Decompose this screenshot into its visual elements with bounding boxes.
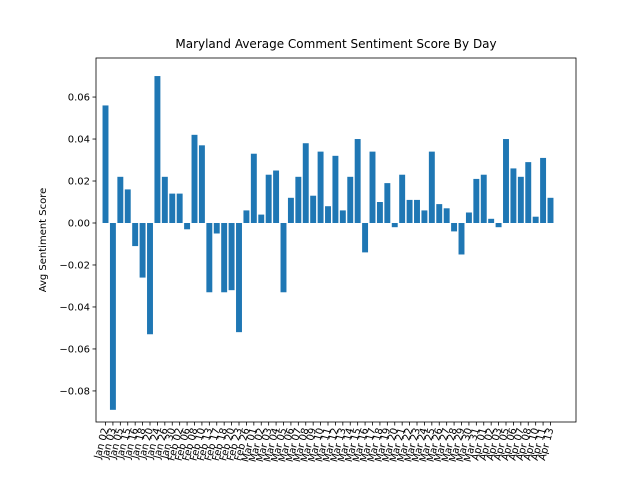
- bar: [503, 139, 509, 223]
- bar: [414, 199, 420, 223]
- y-tick-label: 0.04: [68, 135, 90, 146]
- bar: [280, 222, 287, 293]
- bar: [369, 151, 376, 223]
- bar: [532, 216, 539, 223]
- bar: [287, 197, 294, 223]
- bar: [228, 222, 235, 291]
- bar: [458, 222, 465, 255]
- bar: [399, 174, 406, 223]
- bar: [184, 222, 191, 230]
- bar: [273, 170, 280, 223]
- y-tick-label: −0.02: [59, 260, 90, 271]
- bar: [480, 174, 487, 223]
- bar: [354, 139, 361, 223]
- bar: [339, 210, 346, 223]
- bar: [236, 222, 242, 333]
- bar: [436, 204, 443, 223]
- bar: [198, 145, 205, 223]
- bar: [384, 183, 391, 223]
- bar: [510, 168, 517, 223]
- bar: [243, 210, 250, 223]
- bar: [391, 222, 398, 228]
- bar: [406, 199, 413, 223]
- y-tick-label: −0.08: [59, 386, 90, 397]
- bar: [221, 222, 228, 293]
- bar: [176, 193, 183, 223]
- bar: [302, 143, 309, 223]
- bar: [258, 214, 265, 223]
- bar: [347, 176, 354, 223]
- bar: [102, 105, 109, 223]
- bar: [191, 134, 198, 223]
- bar: [488, 218, 495, 223]
- y-axis-label: Avg Sentiment Score: [38, 188, 49, 293]
- chart-title: Maryland Average Comment Sentiment Score…: [175, 37, 496, 51]
- y-tick-label: −0.06: [59, 344, 90, 355]
- bar: [473, 178, 480, 223]
- bar: [169, 193, 176, 223]
- bar: [265, 174, 272, 223]
- bar: [332, 155, 339, 223]
- y-tick-label: −0.04: [59, 302, 90, 313]
- bar: [117, 176, 124, 223]
- bar: [317, 151, 324, 223]
- bar: [421, 210, 428, 223]
- bar: [540, 157, 547, 223]
- bar: [250, 153, 257, 223]
- bar: [517, 176, 524, 223]
- bar: [362, 222, 369, 253]
- bar: [139, 222, 146, 278]
- bar: [428, 151, 435, 223]
- bar: [161, 176, 168, 223]
- bar: [124, 189, 131, 223]
- bar: [213, 222, 220, 234]
- bar: [495, 222, 502, 228]
- bar: [465, 212, 472, 223]
- bar: [147, 222, 153, 335]
- bar: [451, 222, 458, 232]
- bar: [310, 195, 317, 223]
- bar: [376, 202, 383, 223]
- y-tick-label: 0.06: [68, 93, 90, 104]
- bar: [547, 197, 554, 223]
- bar: [295, 176, 302, 223]
- bar: [132, 222, 139, 247]
- bar: [443, 208, 450, 223]
- bar: [206, 222, 213, 293]
- bar: [325, 206, 331, 223]
- plot-frame: [95, 57, 577, 423]
- y-tick-label: 0.00: [68, 218, 90, 229]
- bar: [109, 222, 116, 410]
- bar: [525, 162, 532, 223]
- bar: [154, 76, 161, 223]
- y-tick-label: 0.02: [68, 177, 90, 188]
